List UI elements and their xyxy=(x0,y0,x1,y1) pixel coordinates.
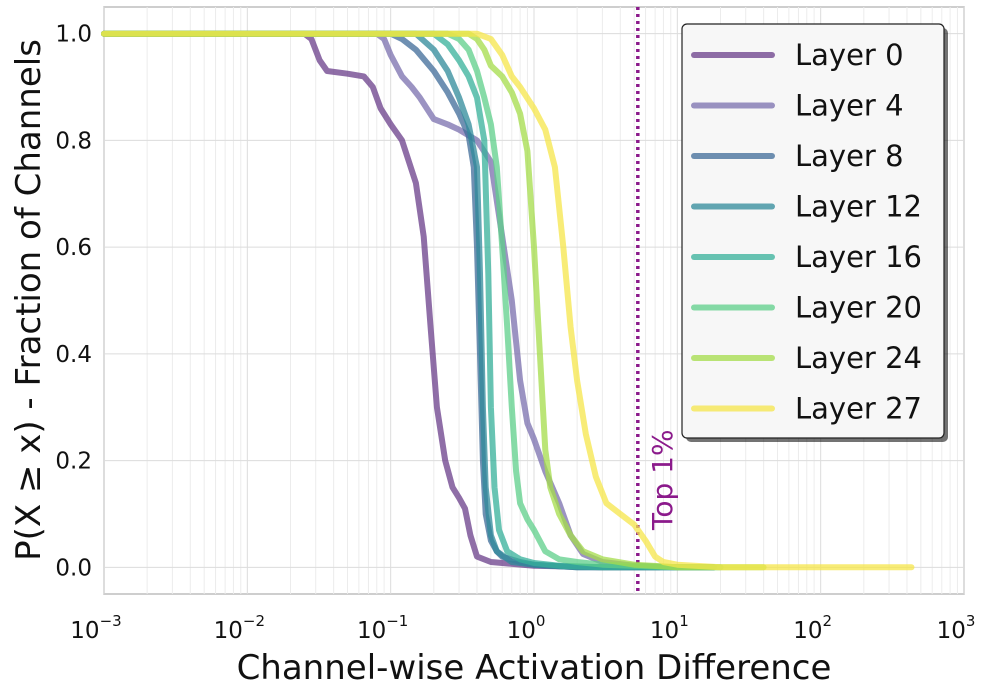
layer-20-line xyxy=(101,30,724,571)
legend-label: Layer 8 xyxy=(795,139,904,173)
x-tick-labels: 10−3 10−2 10−1 100 101 102 103 xyxy=(70,612,975,644)
annotation-group: Top 1% xyxy=(636,7,679,594)
legend-label: Layer 16 xyxy=(795,240,922,274)
legend-label: Layer 12 xyxy=(795,190,922,224)
y-tick-label: 0.4 xyxy=(55,342,92,368)
layer-0-line xyxy=(101,30,663,571)
layer-16-line xyxy=(101,30,717,571)
legend-label: Layer 20 xyxy=(795,291,922,325)
layer-12-line xyxy=(101,30,717,571)
y-tick-label: 0.6 xyxy=(55,235,92,261)
x-tick-label: 103 xyxy=(937,612,976,644)
x-tick-label: 10−3 xyxy=(70,612,121,644)
legend-label: Layer 24 xyxy=(795,341,922,375)
legend-label: Layer 4 xyxy=(795,89,904,123)
x-tick-label: 102 xyxy=(793,612,832,644)
y-tick-label: 0.0 xyxy=(55,555,92,581)
legend: Layer 0 Layer 4 Layer 8 Layer 12 Layer 16 Lay… xyxy=(681,23,948,442)
y-axis-label: P(X ≥ x) - Fraction of Channels xyxy=(9,39,49,561)
x-axis-label: Channel-wise Activation Difference xyxy=(237,648,832,688)
series-group xyxy=(101,30,915,571)
y-tick-labels: 0.0 0.2 0.4 0.6 0.8 1.0 xyxy=(55,22,92,582)
legend-label: Layer 0 xyxy=(795,38,904,72)
y-tick-label: 1.0 xyxy=(55,22,92,48)
x-tick-label: 10−2 xyxy=(214,612,265,644)
y-tick-label: 0.2 xyxy=(55,449,92,475)
y-tick-label: 0.8 xyxy=(55,128,92,154)
legend-label: Layer 27 xyxy=(795,392,922,426)
x-tick-label: 101 xyxy=(650,612,689,644)
top-1-percent-label: Top 1% xyxy=(646,429,679,531)
x-tick-label: 10−1 xyxy=(357,612,408,644)
layer-24-line xyxy=(101,30,767,571)
layer-27-line xyxy=(101,30,915,571)
legend-box xyxy=(681,23,945,439)
x-tick-label: 100 xyxy=(507,612,546,644)
